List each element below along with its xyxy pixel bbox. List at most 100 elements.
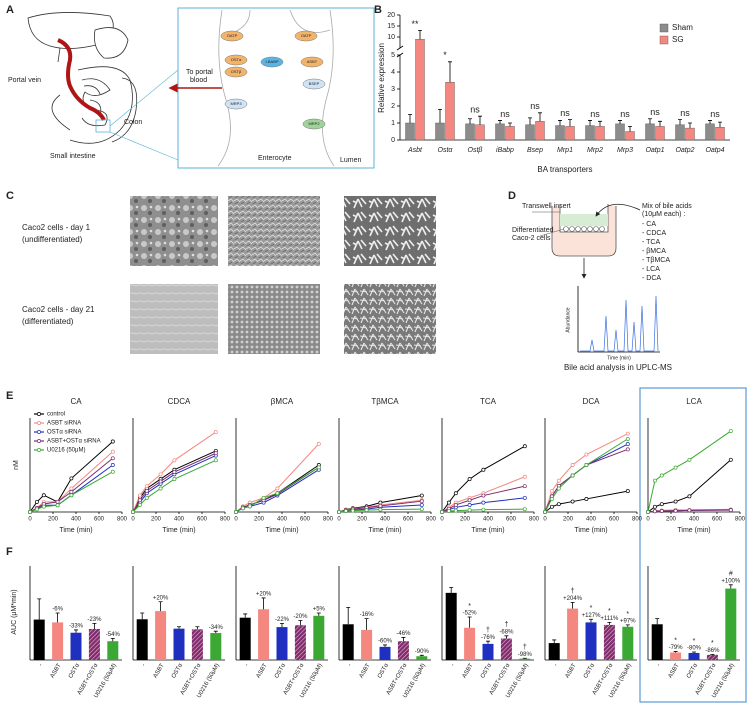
error-bar: [478, 115, 482, 125]
error-bar: [195, 626, 200, 630]
point: [213, 451, 218, 456]
annotation: +204%: [563, 596, 583, 602]
error-bar: [658, 120, 662, 127]
significance: #: [729, 571, 733, 578]
micrograph: [228, 196, 320, 266]
subplot-title: LCA: [686, 397, 702, 406]
panel-letter: E: [6, 390, 13, 402]
point: [419, 499, 424, 504]
point: [570, 499, 575, 504]
bar: [445, 81, 455, 141]
annotation: -20%: [293, 614, 308, 620]
point: [275, 491, 280, 496]
transporters: OATP OATP OSTα OSTβ I-BABP ASBT BSEP MRP3 MRP2: [220, 30, 326, 130]
point: [69, 493, 74, 498]
micrograph: [130, 284, 218, 354]
subplot-title: DCA: [583, 397, 601, 406]
y-tick-label: 2: [391, 103, 395, 110]
point: [158, 472, 163, 477]
point: [110, 439, 115, 444]
y-axis-label: nM: [13, 460, 20, 470]
bar: [675, 124, 685, 141]
point: [652, 478, 657, 483]
x-tick-label: 0: [234, 517, 238, 523]
x-tick-label: 800: [323, 517, 334, 523]
micrograph: [344, 284, 436, 354]
point: [584, 463, 589, 467]
transporter-label: ASBT: [307, 59, 318, 64]
legend-label: ASBT+OSTα siRNA: [47, 439, 101, 445]
arrow: [595, 203, 641, 217]
x-tick-label: 800: [735, 517, 746, 523]
point: [625, 436, 630, 441]
error-bar: [408, 114, 412, 123]
point: [728, 429, 733, 434]
point: [446, 509, 451, 514]
anatomy: [27, 12, 138, 144]
y-tick-label: 15: [387, 23, 395, 30]
legend-marker: [37, 448, 41, 452]
bar: [535, 121, 545, 141]
bar: [397, 641, 409, 660]
bar: [313, 615, 325, 660]
x-axis-label: Time (min): [677, 527, 710, 534]
y-tick-label: 5: [391, 52, 395, 59]
x-tick-label: 400: [689, 517, 700, 523]
y-tick-label: 1: [391, 120, 395, 127]
x-tick-label: 0: [646, 517, 650, 523]
x-tick-label: 200: [151, 517, 162, 523]
subplot-title: TβMCA: [371, 397, 399, 406]
x-tick-label: 800: [632, 517, 643, 523]
point: [110, 463, 115, 467]
legend-swatch: [659, 35, 669, 45]
x-tick-label: OSTα: [171, 662, 184, 679]
bar: [595, 126, 605, 141]
transporter-label: OATP: [301, 33, 312, 38]
legend-label: ASBT siRNA: [47, 421, 81, 427]
significance: ns: [650, 107, 660, 117]
bar: [258, 609, 270, 660]
point: [728, 457, 733, 462]
point: [522, 484, 527, 489]
point: [34, 507, 39, 512]
significance: †: [523, 644, 527, 651]
significance: ns: [560, 108, 570, 118]
error-bar: [110, 637, 115, 642]
x-tick-label: OSTα: [686, 662, 699, 679]
point: [522, 444, 527, 449]
bar: [495, 123, 505, 141]
x-tick-label: 400: [174, 517, 185, 523]
annotation: +111%: [600, 616, 619, 622]
row-label: Caco2 cells - day 21: [22, 305, 95, 314]
point: [467, 498, 472, 503]
transporter-label: I-BABP: [265, 59, 278, 64]
x-tick-label: 600: [609, 517, 620, 523]
point: [41, 504, 46, 509]
significance: ns: [620, 109, 630, 119]
bar: [685, 127, 695, 141]
label: Portal vein: [8, 77, 41, 84]
annotation: +20%: [153, 595, 169, 601]
annotation: -46%: [396, 631, 411, 637]
row-label: (differentiated): [22, 317, 74, 326]
bar: [107, 641, 119, 660]
transporter: [300, 56, 324, 68]
medium: [560, 214, 608, 226]
zoom-line: [109, 69, 179, 127]
series-line: [132, 455, 217, 513]
bar: [585, 125, 595, 141]
significance: *: [674, 637, 677, 644]
label: Mix of bile acids: [642, 203, 692, 210]
error-bar: [692, 651, 696, 653]
point: [419, 493, 424, 498]
bar: [548, 643, 560, 660]
x-tick-label: 800: [529, 517, 540, 523]
mix-item: - CDCA: [642, 230, 666, 237]
label: Abundance: [565, 307, 571, 333]
bar: [361, 629, 373, 660]
y-axis-label: AUC (μM*min): [11, 589, 18, 634]
bar: [475, 124, 485, 141]
point: [570, 463, 575, 467]
subplot-title: TCA: [480, 397, 497, 406]
annotation: -80%: [687, 646, 702, 652]
